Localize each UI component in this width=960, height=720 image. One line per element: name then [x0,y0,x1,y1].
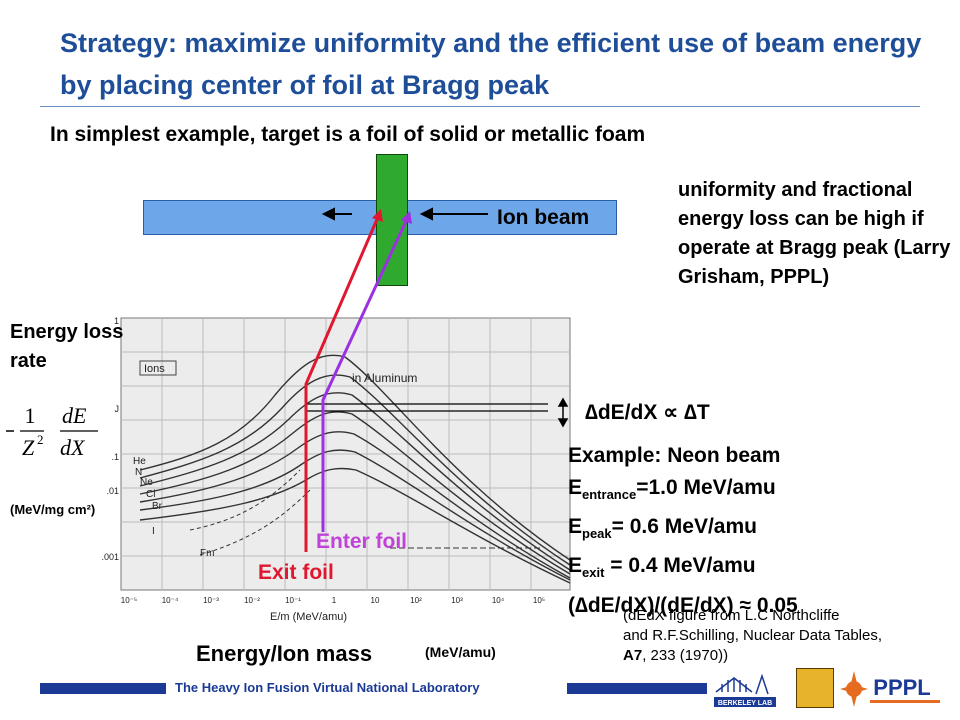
svg-text:BERKELEY LAB: BERKELEY LAB [718,700,772,707]
x-axis-units: (MeV/amu) [425,644,496,660]
delta-bracket [557,397,569,428]
example-peak: Epeak= 0.6 MeV/amu [568,515,757,542]
curve-ne [139,431,571,579]
energy-loss-units: (MeV/mg cm²) [10,502,96,517]
y-tick: 1 [114,316,119,326]
svg-text:dX: dX [60,435,86,460]
neon-example: Example: Neon beam Eentrance=1.0 MeV/amu… [568,440,798,622]
formula: 1 Z 2 dE dX [6,403,98,460]
curve-i [139,374,571,566]
x-tick: 10⁻³ [203,596,219,605]
example-heading: Example: Neon beam [568,444,781,467]
figure-citation: (dEdX figure from L.C Northcliffe and R.… [623,607,883,664]
energy-loss-label: Energy loss rate [10,321,124,372]
bragg-note: uniformity and fractional energy loss ca… [678,179,951,288]
x-tick: 10⁻¹ [285,596,301,605]
berkeley-lab-logo: BERKELEY LAB [712,670,778,710]
exit-foil-label: Exit foil [258,561,334,584]
y-tick: J [115,404,120,414]
curve-label-n: N [135,467,142,478]
curve-cl [139,411,571,575]
x-tick: 10⁻⁵ [121,596,137,605]
enter-foil-line [321,218,409,532]
y-tick: .01 [106,486,119,496]
x-tick: 10² [410,596,422,605]
curve-label-i: I [152,526,155,537]
example-exit: Eexit = 0.4 MeV/amu [568,554,756,581]
svg-text:1: 1 [25,403,36,428]
x-tick: 10⁴ [492,596,505,605]
svg-text:2: 2 [37,432,44,447]
svg-text:dE: dE [62,403,87,428]
figure-axis-label: E/m (MeV/amu) [270,611,347,623]
figure-material-label: in Aluminum [352,371,417,385]
curve-label-he: He [133,456,146,467]
curve-n [139,449,571,581]
figure-x-ticks: 10⁻⁵ 10⁻⁴ 10⁻³ 10⁻² 10⁻¹ 1 10 10² 10³ 10… [121,596,545,605]
x-tick: 10⁻² [244,596,260,605]
x-tick: 10³ [451,596,463,605]
beam-arrows [321,207,488,221]
exit-foil-arrowhead [372,209,383,222]
x-axis-title: Energy/Ion mass [196,641,373,666]
ion-beam-label: Ion beam [497,206,590,229]
enter-foil-label: Enter foil [316,530,408,553]
curve-he [139,467,571,584]
curve-label-br: Br [152,501,163,512]
figure-ions-label: Ions [144,363,165,375]
slide-title: Strategy: maximize uniformity and the ef… [60,28,922,100]
example-entrance: Eentrance=1.0 MeV/amu [568,476,776,503]
curve-label-ne: Ne [140,477,153,488]
enter-foil-arrowhead [401,211,412,224]
x-tick: 10⁵ [533,596,545,605]
curve-label-cl: Cl [146,489,155,500]
footer-bar-left [40,683,166,694]
curve-br [139,392,571,571]
svg-text:PPPL: PPPL [873,675,930,700]
title-divider [40,106,920,107]
footer-text: The Heavy Ion Fusion Virtual National La… [175,680,480,695]
curve-label-fm: Fm [200,548,214,559]
peak-reference-lines [306,403,548,412]
pppl-logo: PPPL [840,671,940,707]
figure-curves [139,354,571,584]
curve-fm [139,354,571,561]
figure-y-ticks: 1 J .1 .01 .001 [101,316,119,562]
institution-logo [796,668,834,708]
svg-text:Z: Z [22,435,35,460]
figure-curve-labels: He N Ne Cl Br I Fm [133,456,214,559]
y-tick: .1 [111,452,119,462]
y-tick: .001 [101,552,119,562]
footer-bar-right [567,683,707,694]
x-tick: 10⁻⁴ [162,596,179,605]
figure-dashed [189,469,311,556]
x-tick: 10 [371,596,380,605]
exit-foil-line [304,216,380,552]
dedx-figure: Ions in Aluminum He N Ne Cl Br I Fm 1 J … [101,316,571,623]
figure-grid [121,318,570,590]
subtitle: In simplest example, target is a foil of… [50,123,646,146]
delta-relation: ∆dE/dX ∝ ∆T [585,401,710,424]
x-tick: 1 [332,596,337,605]
example-ratio: (∆dE/dX)/(dE/dX) ≈ 0.05 [568,593,798,617]
